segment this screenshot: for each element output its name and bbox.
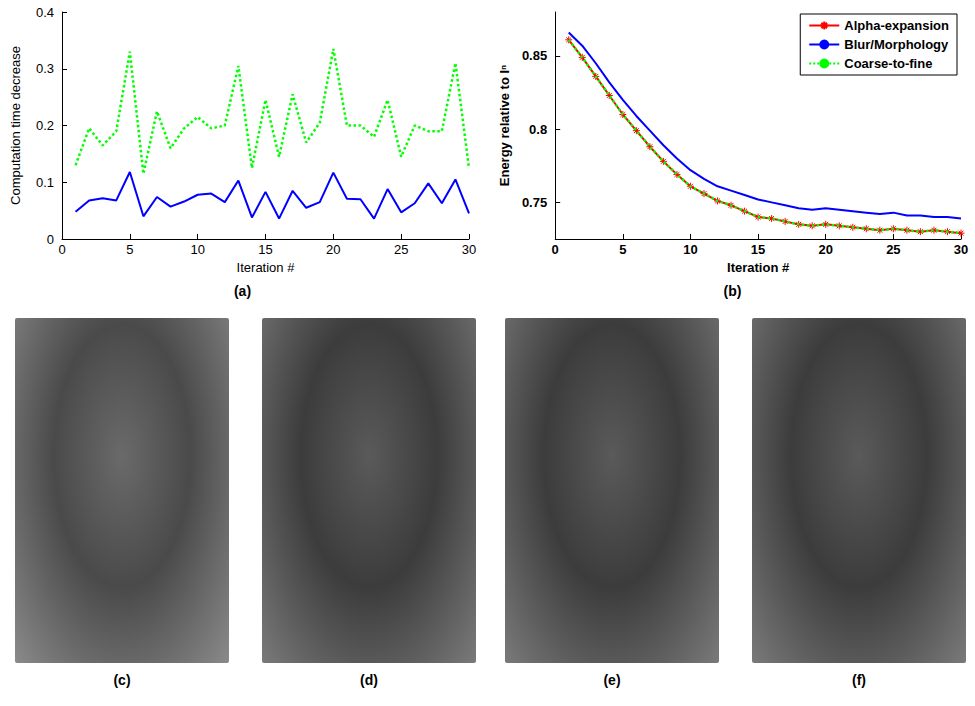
- html-text:(e): (e): [603, 672, 621, 688]
- svg-text:Iteration #: Iteration #: [727, 260, 790, 275]
- svg-text:Iteration #: Iteration #: [237, 260, 296, 275]
- svg-text:0.8: 0.8: [529, 122, 547, 137]
- svg-text:Coarse-to-fine: Coarse-to-fine: [844, 56, 932, 71]
- svg-text:Blur/Morphology: Blur/Morphology: [844, 37, 949, 52]
- svg-text:30: 30: [462, 242, 476, 257]
- svg-text:20: 20: [818, 242, 832, 257]
- svg-text:0: 0: [552, 242, 559, 257]
- svg-text:0.3: 0.3: [36, 61, 54, 76]
- html-text:(f): (f): [852, 672, 866, 688]
- svg-text:5: 5: [126, 242, 133, 257]
- svg-text:0.1: 0.1: [36, 175, 54, 190]
- svg-text:Alpha-expansion: Alpha-expansion: [844, 18, 949, 33]
- svg-text:25: 25: [394, 242, 408, 257]
- svg-text:0.4: 0.4: [36, 5, 54, 20]
- svg-text:(a): (a): [234, 283, 251, 299]
- svg-text:10: 10: [683, 242, 697, 257]
- svg-text:15: 15: [751, 242, 765, 257]
- svg-text:Computation time decrease: Computation time decrease: [8, 46, 23, 205]
- svg-text:5: 5: [619, 242, 626, 257]
- html-text:(c): (c): [113, 672, 131, 688]
- svg-text:30: 30: [954, 242, 968, 257]
- svg-text:0: 0: [58, 242, 65, 257]
- svg-text:Energy relative to Iⁿ: Energy relative to Iⁿ: [497, 65, 512, 186]
- svg-text:10: 10: [190, 242, 204, 257]
- svg-text:20: 20: [326, 242, 340, 257]
- svg-text:0.75: 0.75: [522, 195, 547, 210]
- svg-text:25: 25: [886, 242, 900, 257]
- html-text:(d): (d): [360, 672, 378, 688]
- svg-text:15: 15: [258, 242, 272, 257]
- svg-text:0: 0: [47, 232, 54, 247]
- svg-text:(b): (b): [724, 283, 742, 299]
- svg-text:0.85: 0.85: [522, 48, 547, 63]
- svg-text:0.2: 0.2: [36, 118, 54, 133]
